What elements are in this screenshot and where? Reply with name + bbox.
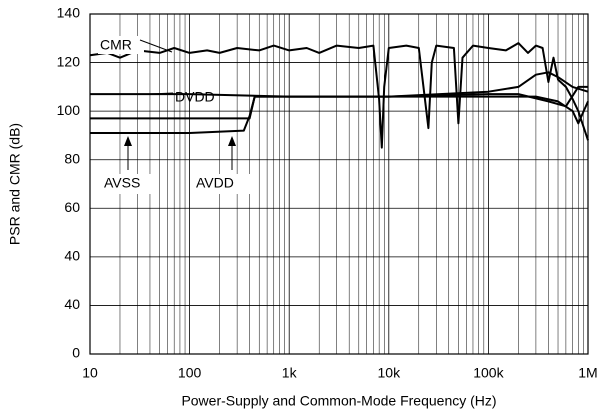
annotation: AVDD [196,175,234,191]
grid-layer [89,13,589,355]
y-tick-label: 40 [64,296,80,312]
series-line [89,42,589,149]
x-tick-label: 100k [473,365,504,381]
annotation: AVSS [104,175,140,191]
y-tick-label: 0 [72,345,80,361]
arrow-head [124,136,132,146]
y-tick-label: 40 [64,248,80,264]
arrow-head [228,136,236,146]
x-tick-label: 10 [82,365,98,381]
x-tick-label: 1M [578,365,597,381]
y-axis-label: PSR and CMR (dB) [7,123,23,245]
label-bg [100,174,152,194]
x-tick-label: 100 [178,365,202,381]
plot-frame [89,13,589,355]
y-tick-label: 120 [57,53,81,69]
y-tick-label: 60 [64,199,80,215]
x-tick-label: 10k [378,365,402,381]
x-tick-label: 1k [282,365,298,381]
leader-line [149,92,174,95]
leader-line [139,39,173,53]
series-line [90,85,588,120]
x-axis-label: Power-Supply and Common-Mode Frequency (… [181,393,496,409]
annotation: DVDD [175,89,215,105]
y-tick-label: 100 [57,102,81,118]
y-tick-label: 80 [64,150,80,166]
y-tick-label: 140 [57,5,81,21]
curves [89,42,589,149]
label-bg [98,36,144,54]
annotation: CMR [100,37,132,53]
label-bg [192,174,252,194]
series-line [90,95,589,134]
